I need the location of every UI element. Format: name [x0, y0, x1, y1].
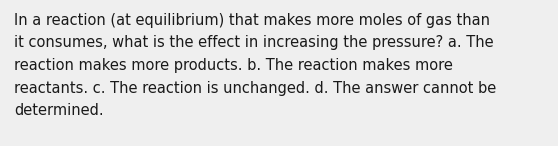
Text: In a reaction (at equilibrium) that makes more moles of gas than: In a reaction (at equilibrium) that make… [14, 13, 490, 28]
Text: it consumes, what is the effect in increasing the pressure? a. The: it consumes, what is the effect in incre… [14, 35, 494, 51]
Text: reactants. c. The reaction is unchanged. d. The answer cannot be: reactants. c. The reaction is unchanged.… [14, 80, 496, 95]
Text: reaction makes more products. b. The reaction makes more: reaction makes more products. b. The rea… [14, 58, 453, 73]
Text: determined.: determined. [14, 103, 104, 118]
